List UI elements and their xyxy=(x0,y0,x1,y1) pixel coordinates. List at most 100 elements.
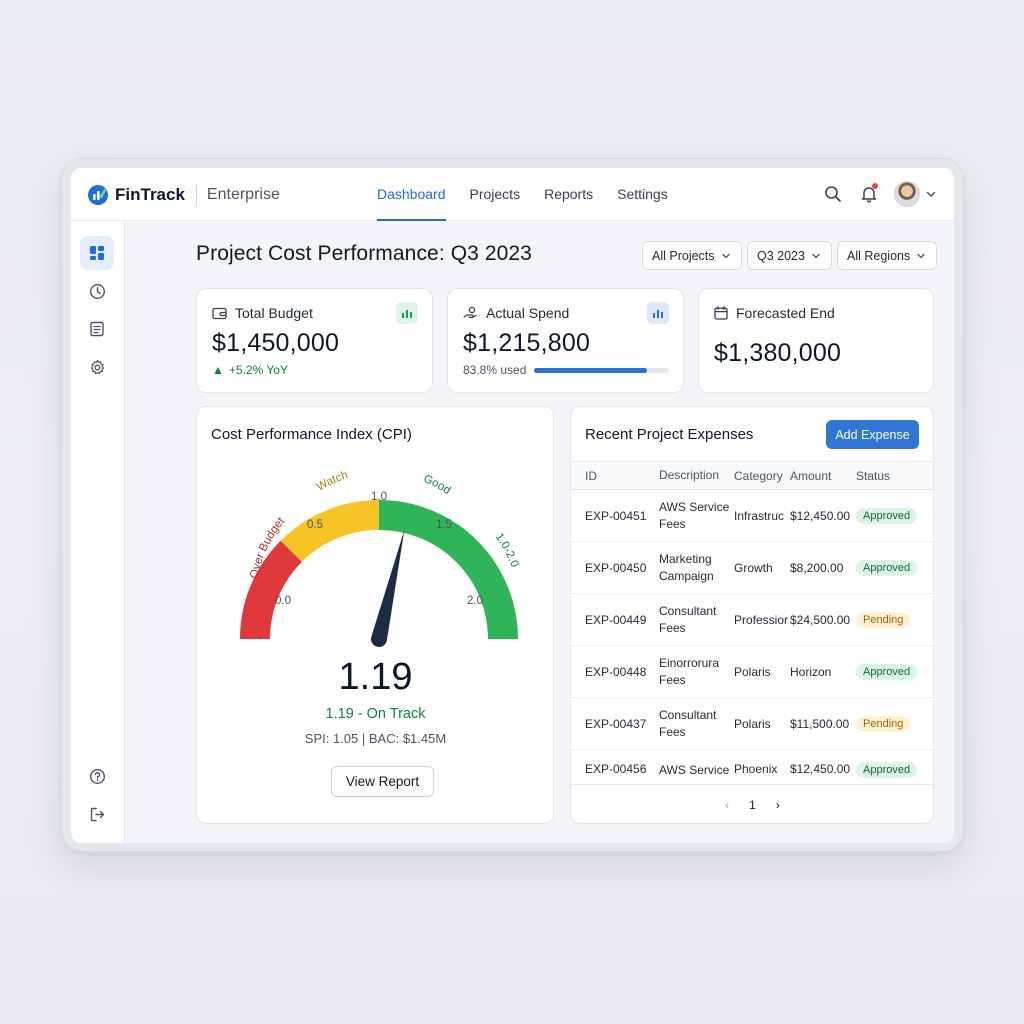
project-filter-value: All Projects xyxy=(652,248,715,263)
spend-progress-fill xyxy=(534,368,648,373)
kpi-card-total-budget: Total Budget $1,450,000 ▲ +5.2% YoY xyxy=(196,288,433,393)
table-row[interactable]: EXP-00456 AWS Service Phoenix $12,450.00… xyxy=(571,750,933,784)
sidebar-item-help[interactable] xyxy=(80,759,114,793)
brand[interactable]: FinTrack Enterprise xyxy=(87,182,280,208)
sidebar-item-settings[interactable] xyxy=(80,350,114,384)
kpi-label-text: Forecasted End xyxy=(736,305,835,321)
region-filter[interactable]: All Regions xyxy=(837,241,938,270)
gauge-tick-label: 2.0 xyxy=(467,595,483,607)
fintrack-logo-icon xyxy=(88,185,108,205)
expense-amount: Horizon xyxy=(790,664,832,679)
table-row[interactable]: EXP-00450 Marketing Campaign Growth $8,2… xyxy=(571,542,933,594)
calendar-icon xyxy=(714,306,728,320)
expense-id: EXP-00450 xyxy=(585,560,647,575)
kpi-chart-badge xyxy=(396,302,418,324)
gauge-label-range: 1.0-2.0 xyxy=(493,531,521,569)
expense-description: Marketing Campaign xyxy=(659,551,714,583)
kpi-card-forecasted-end: Forecasted End $1,380,000 xyxy=(698,288,934,393)
table-row[interactable]: EXP-00449 Consultant Fees Professior $24… xyxy=(571,594,933,646)
status-badge: Pending xyxy=(856,715,911,732)
sidebar-item-logout[interactable] xyxy=(80,797,114,831)
col-description[interactable]: Description xyxy=(659,468,720,482)
pagination: ‹ 1 › xyxy=(571,784,933,823)
expense-description: AWS Service xyxy=(659,763,730,777)
cpi-value: 1.19 xyxy=(338,656,413,698)
chevron-down-icon[interactable] xyxy=(924,187,938,201)
expense-id: EXP-00437 xyxy=(585,716,647,731)
search-button[interactable] xyxy=(820,181,846,207)
trend-up-icon: ▲ xyxy=(212,363,224,377)
expense-category: Professior xyxy=(734,612,789,627)
nav-settings[interactable]: Settings xyxy=(617,186,668,202)
document-icon xyxy=(90,321,104,337)
nav-projects[interactable]: Projects xyxy=(469,186,521,202)
quarter-filter-value: Q3 2023 xyxy=(757,248,805,263)
brand-divider xyxy=(195,185,197,205)
table-row[interactable]: EXP-00448 Einorrorura Fees Polaris Horiz… xyxy=(571,646,933,698)
app-window: FinTrack Enterprise Dashboard Projects R… xyxy=(71,168,954,843)
chevron-down-icon xyxy=(812,253,820,258)
table-row[interactable]: EXP-00451 AWS Service Fees Infrastruc $1… xyxy=(571,490,933,542)
gauge-label-watch: Watch xyxy=(315,469,350,493)
gauge-zone-good xyxy=(378,500,518,640)
avatar[interactable] xyxy=(894,181,920,207)
col-status[interactable]: Status xyxy=(856,468,891,483)
nav-dashboard[interactable]: Dashboard xyxy=(377,168,446,221)
expense-category: Polaris xyxy=(734,664,771,679)
gauge-label-good: Good xyxy=(422,473,453,497)
expense-description: Consultant Fees xyxy=(659,707,717,739)
expenses-card: Recent Project Expenses Add Expense ID D… xyxy=(570,406,934,824)
col-category[interactable]: Category xyxy=(734,468,783,483)
add-expense-button[interactable]: Add Expense xyxy=(826,420,919,449)
current-page[interactable]: 1 xyxy=(749,797,756,812)
col-id[interactable]: ID xyxy=(585,468,597,483)
status-badge: Approved xyxy=(856,559,918,576)
status-badge: Pending xyxy=(856,611,911,628)
col-amount[interactable]: Amount xyxy=(790,468,832,483)
kpi-used-text: 83.8% used xyxy=(463,363,527,377)
notifications-button[interactable] xyxy=(856,181,882,207)
prev-page-button[interactable]: ‹ xyxy=(725,797,730,812)
nav-reports[interactable]: Reports xyxy=(544,186,594,202)
chevron-down-icon xyxy=(721,253,730,258)
expense-amount: $12,450.00 xyxy=(790,508,851,523)
expense-id: EXP-00448 xyxy=(585,664,647,679)
cpi-status: 1.19 - On Track xyxy=(325,706,426,722)
sidebar-item-history[interactable] xyxy=(80,274,114,308)
table-row[interactable]: EXP-00437 Consultant Fees Polaris $11,50… xyxy=(571,698,933,750)
gauge-tick-label: 1.5 xyxy=(436,519,452,531)
kpi-label-text: Total Budget xyxy=(235,305,313,321)
kpi-value: $1,215,800 xyxy=(463,329,591,357)
expense-category: Phoenix xyxy=(734,762,778,776)
expenses-title: Recent Project Expenses xyxy=(585,426,754,443)
expense-id: EXP-00449 xyxy=(585,612,647,627)
kpi-value: $1,380,000 xyxy=(714,339,842,367)
search-icon xyxy=(825,186,841,202)
sidebar-item-dashboard[interactable] xyxy=(80,236,114,270)
gauge-tick-label: 0.5 xyxy=(307,519,323,531)
gauge-needle xyxy=(370,529,405,648)
page-title: Project Cost Performance: Q3 2023 xyxy=(196,242,532,265)
region-filter-value: All Regions xyxy=(847,248,911,263)
kpi-label: Total Budget xyxy=(212,305,313,321)
gear-icon xyxy=(90,359,104,374)
cpi-card: Cost Performance Index (CPI) Over Budget… xyxy=(196,406,554,824)
chevron-down-icon xyxy=(917,253,925,258)
next-page-button[interactable]: › xyxy=(775,797,780,812)
main-nav: Dashboard Projects Reports Settings xyxy=(377,168,692,221)
sidebar-item-reports[interactable] xyxy=(80,312,114,346)
view-report-button[interactable]: View Report xyxy=(331,766,434,797)
expense-amount: $24,500.00 xyxy=(790,612,851,627)
status-badge: Approved xyxy=(856,762,918,778)
quarter-filter[interactable]: Q3 2023 xyxy=(747,241,832,270)
kpi-card-actual-spend: Actual Spend $1,215,800 83.8% used xyxy=(447,288,684,393)
table-header: ID Description Category Amount Status xyxy=(571,461,933,490)
project-filter[interactable]: All Projects xyxy=(642,241,742,270)
notification-dot xyxy=(872,183,878,189)
gauge-zone-over-budget xyxy=(240,540,303,640)
expense-description: AWS Service Fees xyxy=(659,499,730,531)
kpi-label: Actual Spend xyxy=(463,305,569,321)
cpi-meta: SPI: 1.05 | BAC: $1.45M xyxy=(304,731,447,746)
bell-icon xyxy=(861,187,877,203)
expense-amount: $8,200.00 xyxy=(790,560,844,575)
